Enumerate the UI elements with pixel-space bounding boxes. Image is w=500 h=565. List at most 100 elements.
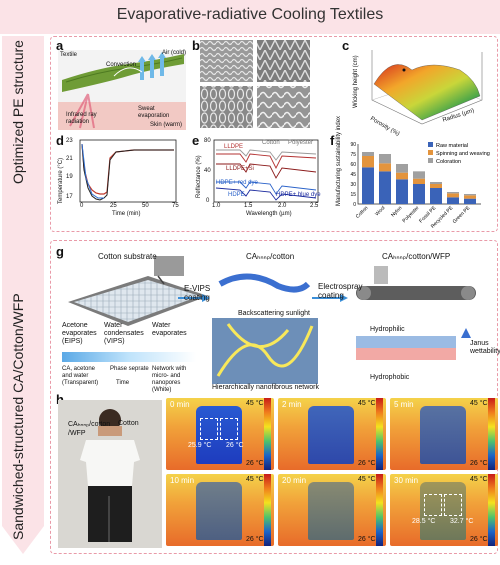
thermal-roi-1 bbox=[200, 418, 218, 440]
panel-f-bar-segment bbox=[379, 163, 391, 172]
thermal-temp-2: 32.7 °C bbox=[450, 518, 474, 525]
panel-c-surface-plot bbox=[371, 50, 483, 125]
panel-g-backscatter: Backscattering sunlight bbox=[238, 310, 310, 317]
panel-f-bar-segment bbox=[396, 172, 408, 180]
panel-e-xlabel: Wavelength (µm) bbox=[246, 211, 292, 217]
panel-d-ytick-0: 17 bbox=[66, 194, 73, 200]
panel-g-time: Time bbox=[116, 380, 130, 386]
thermal-body bbox=[196, 406, 242, 464]
panel-f-ytick: 75 bbox=[350, 152, 356, 158]
panel-e-label-hdpe: HDPE bbox=[228, 192, 245, 198]
panel-e-ytick-1: 40 bbox=[204, 168, 211, 174]
panel-g-acetone: Acetone evaporates (EIPS) bbox=[62, 322, 97, 345]
panel-g-water-evap: Water evaporates bbox=[152, 322, 187, 337]
panel-d-xtick-0: 0 bbox=[80, 203, 84, 209]
thermal-body bbox=[308, 406, 354, 464]
panel-e-label-hdpe-blue: HDPE+ blue dye bbox=[276, 192, 321, 198]
thermal-temp-1: 25.9 °C bbox=[188, 442, 212, 449]
thermal-time-label: 5 min bbox=[394, 400, 414, 409]
thermal-colorbar bbox=[376, 398, 383, 470]
panel-f-ytick: 60 bbox=[350, 162, 356, 168]
figure-title: Evaporative-radiative Cooling Textiles bbox=[116, 6, 384, 23]
thermal-min-label: 26 °C bbox=[470, 460, 488, 467]
thermal-max-label: 45 °C bbox=[246, 400, 264, 407]
panel-f-category-label: Nylon bbox=[390, 205, 403, 218]
thermal-time-label: 30 min bbox=[394, 476, 419, 485]
panel-f-ytick: 15 bbox=[350, 192, 356, 198]
panel-c-zlabel: Wicking height (cm) bbox=[353, 55, 359, 108]
panel-f-bar-segment bbox=[447, 197, 459, 204]
panel-f-category-label: Wool bbox=[374, 205, 386, 217]
panel-h-label-cotton: Cotton bbox=[118, 420, 139, 427]
panel-g-electrospray: Electrospray coating bbox=[318, 282, 363, 300]
panel-g-network: Network with micro- and nanopores (White… bbox=[152, 366, 187, 393]
panel-f-category-label: Cotton bbox=[355, 205, 370, 220]
panel-g-letter: g bbox=[56, 244, 64, 259]
panel-e-ylabel: Reflectance (%) bbox=[196, 155, 202, 198]
panel-e-letter: e bbox=[192, 133, 200, 148]
panel-h-photo bbox=[58, 400, 162, 548]
side-arrow bbox=[2, 36, 44, 554]
thermal-min-label: 26 °C bbox=[246, 460, 264, 467]
panel-f-ytick: 90 bbox=[350, 142, 356, 148]
thermal-max-label: 45 °C bbox=[470, 400, 488, 407]
panel-c-letter: c bbox=[342, 38, 350, 53]
thermal-time-label: 0 min bbox=[170, 400, 190, 409]
panel-a-air-label: Air (cold) bbox=[162, 50, 187, 56]
panel-g-schematic bbox=[68, 256, 476, 384]
thermal-frame: 20 min 45 °C 26 °C bbox=[278, 474, 386, 546]
panel-f-bar-segment bbox=[379, 171, 391, 204]
panel-d-xtick-2: 50 bbox=[142, 203, 149, 209]
panel-f-ylabel: Manufacturing sustainability index bbox=[336, 115, 342, 206]
thermal-body bbox=[196, 482, 242, 540]
panel-f-bar-segment bbox=[464, 198, 476, 204]
panel-g-ca-cotton: CAₕₙₙₚ/cotton bbox=[246, 252, 295, 261]
thermal-frame: 2 min 45 °C 26 °C bbox=[278, 398, 386, 470]
panel-f-bar-segment bbox=[430, 188, 442, 204]
thermal-roi-1 bbox=[424, 494, 442, 516]
panel-e-label-hdpe-red: HDPE+ red dye bbox=[216, 180, 258, 186]
panel-b-letter: b bbox=[192, 38, 200, 53]
panel-e-xtick-0: 1.0 bbox=[212, 203, 221, 209]
panel-h-label-ca: CAₕₙₙₚ/cotton /WFP bbox=[68, 421, 111, 437]
thermal-colorbar bbox=[264, 474, 271, 546]
panel-f-bar-segment bbox=[447, 193, 459, 198]
thermal-time-label: 20 min bbox=[282, 476, 307, 485]
panel-f-bar-segment bbox=[362, 152, 374, 156]
panel-e-reflectance-plot bbox=[213, 139, 319, 203]
thermal-temp-1: 28.5 °C bbox=[412, 518, 436, 525]
thermal-min-label: 26 °C bbox=[358, 536, 376, 543]
panel-f-legend-label: Spinning and weaving bbox=[436, 151, 490, 157]
panel-g-hydrophobic: Hydrophobic bbox=[370, 374, 410, 381]
panel-f-legend-swatch bbox=[428, 150, 433, 155]
thermal-colorbar bbox=[488, 398, 495, 470]
panel-d-xtick-1: 25 bbox=[110, 203, 117, 209]
thermal-time-label: 2 min bbox=[282, 400, 302, 409]
panel-f-legend-label: Raw material bbox=[436, 143, 468, 149]
thermal-roi-2 bbox=[220, 418, 238, 440]
thermal-max-label: 45 °C bbox=[246, 476, 264, 483]
panel-g-cotton-substrate: Cotton substrate bbox=[98, 252, 157, 261]
thermal-body bbox=[420, 482, 466, 540]
panel-a-ir-label: Infrared ray radiation bbox=[66, 112, 97, 125]
panel-d-ytick-3: 23 bbox=[66, 138, 73, 144]
panel-h-letter: h bbox=[56, 392, 64, 407]
panel-e-label-lldpe-si: LLDPE+Si bbox=[226, 166, 254, 172]
thermal-time-label: 10 min bbox=[170, 476, 195, 485]
section-ca-box bbox=[50, 240, 498, 554]
panel-e-xtick-1: 1.5 bbox=[244, 203, 253, 209]
panel-a-skin-label: Skin (warm) bbox=[150, 122, 183, 128]
panel-d-ylabel: Temperature (°C) bbox=[58, 157, 64, 204]
thermal-colorbar bbox=[376, 474, 383, 546]
panel-f-category-label: Green PE bbox=[452, 205, 472, 225]
panel-a-sweat-label: Sweat evaporation bbox=[138, 106, 170, 119]
panel-f-ytick: 45 bbox=[350, 172, 356, 178]
panel-f-ytick: 0 bbox=[353, 202, 356, 208]
panel-f-bar-segment bbox=[447, 192, 459, 194]
panel-f-bar-segment bbox=[396, 179, 408, 204]
panel-f-bar-segment bbox=[379, 154, 391, 164]
panel-d-ytick-2: 21 bbox=[66, 156, 73, 162]
panel-f-bar-segment bbox=[430, 182, 442, 184]
panel-a-textile-label: Textile bbox=[60, 52, 78, 58]
